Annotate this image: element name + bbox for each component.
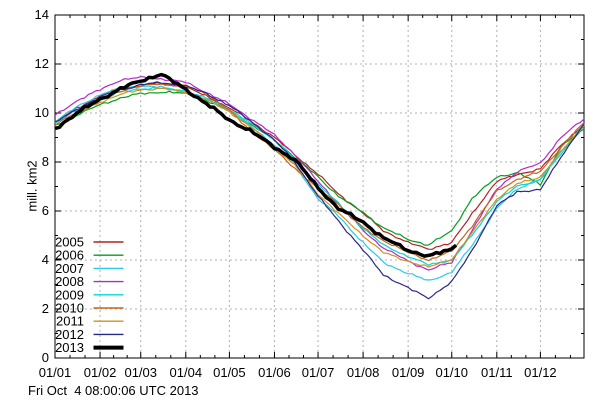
y-tick-label: 12 (35, 56, 49, 71)
y-tick-label: 8 (42, 154, 49, 169)
y-tick-label: 10 (35, 105, 49, 120)
legend-label-2009: 2009 (55, 287, 84, 302)
series-2007-line (54, 85, 585, 281)
series-2012-line (54, 81, 585, 300)
y-tick-label: 2 (42, 301, 49, 316)
footer-timestamp: Fri Oct 4 08:00:06 UTC 2013 (28, 383, 199, 398)
legend-label-2012: 2012 (55, 327, 84, 342)
y-tick-label: 4 (42, 252, 49, 267)
x-tick-label: 01/05 (213, 365, 246, 380)
x-tick-label: 01/08 (347, 365, 380, 380)
y-axis-title: mill. km2 (24, 160, 40, 212)
series-2005-line (54, 82, 585, 250)
legend-label-2007: 2007 (55, 261, 84, 276)
x-tick-label: 01/02 (84, 365, 117, 380)
y-tick-label: 14 (35, 7, 49, 22)
y-tick-label: 6 (42, 203, 49, 218)
legend-label-2006: 2006 (55, 248, 84, 263)
x-tick-label: 01/04 (170, 365, 203, 380)
x-tick-label: 01/11 (481, 365, 513, 380)
series-2006-line (54, 90, 585, 246)
series-2011-line (54, 87, 585, 268)
x-tick-label: 01/07 (302, 365, 335, 380)
series-2013-line (54, 72, 458, 258)
legend-label-2011: 2011 (56, 314, 84, 329)
legend-label-2005: 2005 (55, 235, 84, 250)
y-tick-label: 0 (42, 350, 49, 365)
x-tick-label: 01/01 (39, 365, 72, 380)
legend-label-2008: 2008 (55, 274, 84, 289)
legend-label-2013: 2013 (55, 340, 84, 355)
series-2008-line (54, 75, 585, 271)
x-tick-label: 01/03 (124, 365, 157, 380)
x-tick-label: 01/06 (258, 365, 291, 380)
x-tick-label: 01/10 (435, 365, 468, 380)
series-2010-line (54, 82, 585, 262)
x-tick-label: 01/09 (392, 365, 425, 380)
legend-label-2010: 2010 (55, 301, 84, 316)
x-tick-label: 01/12 (524, 365, 557, 380)
